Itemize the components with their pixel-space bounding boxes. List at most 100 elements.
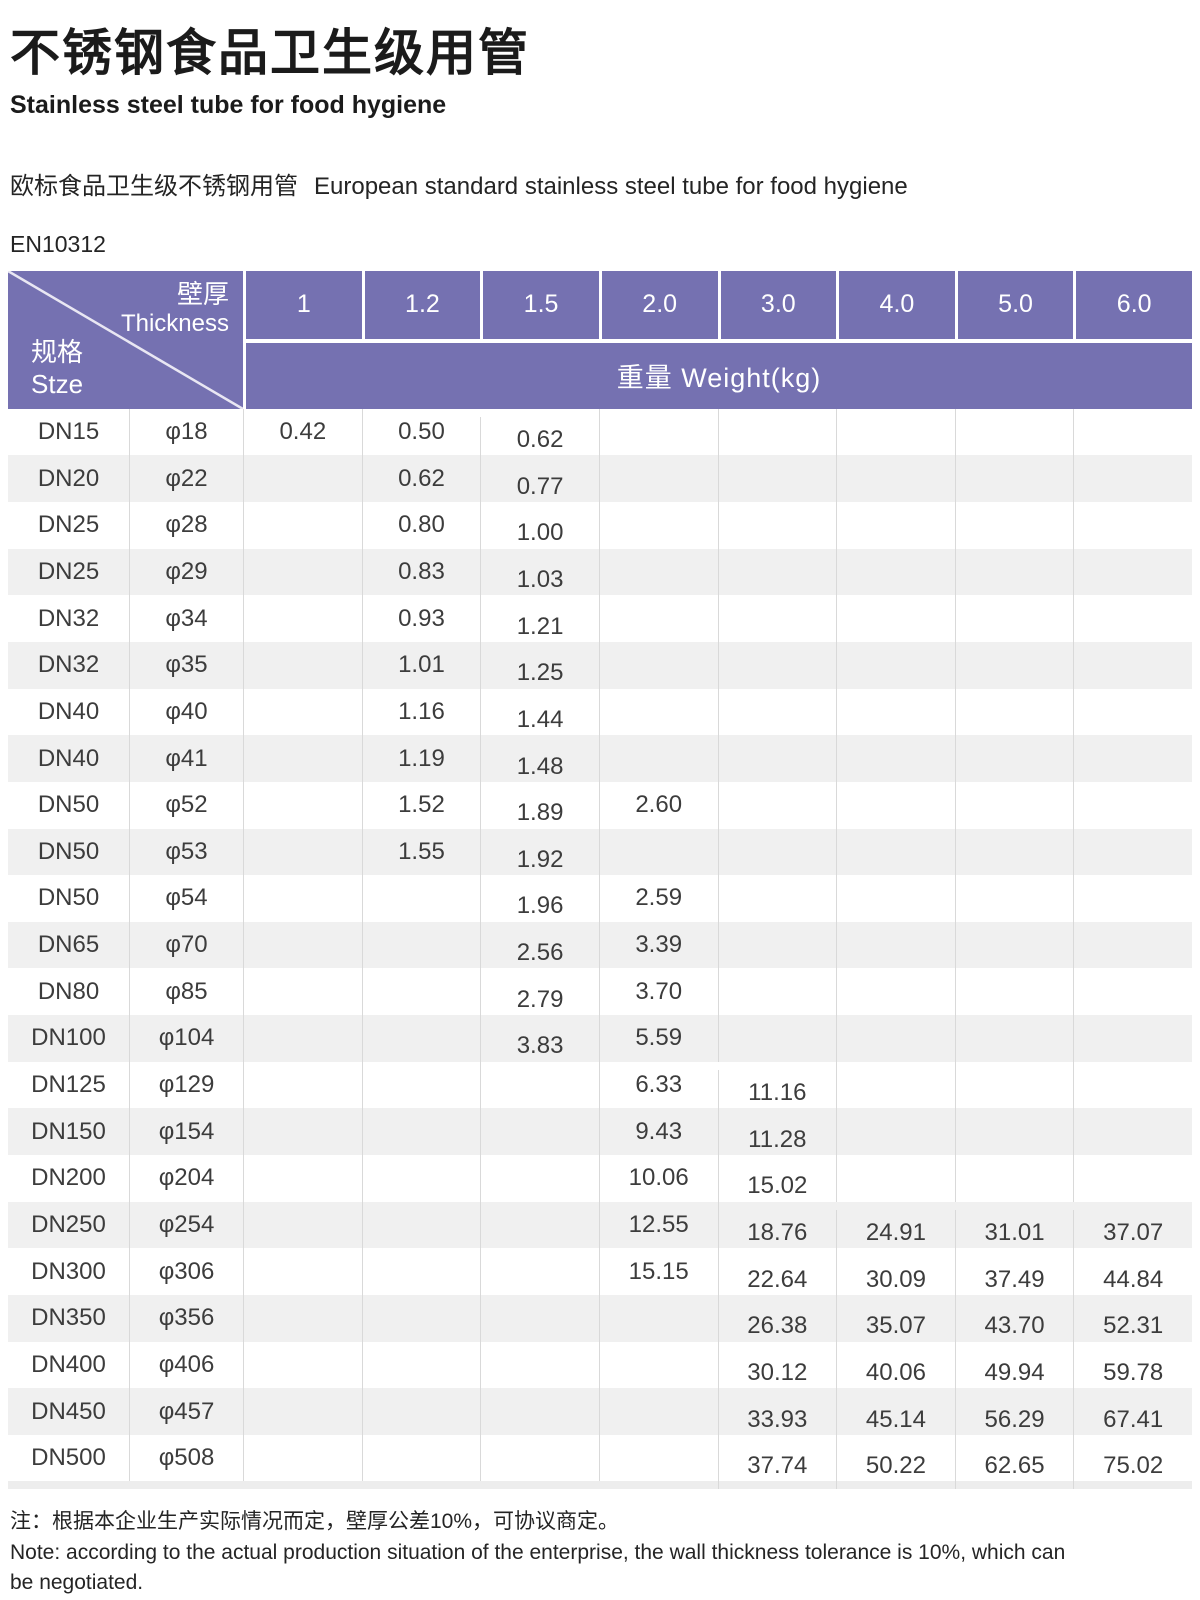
weight-cell xyxy=(480,1341,599,1389)
weight-cell: 2.60 xyxy=(598,781,718,829)
weight-cell xyxy=(1073,1108,1192,1155)
table-row: DN20 φ22 0.62 0.77 xyxy=(8,455,1192,511)
weight-cell xyxy=(361,1061,481,1109)
weight-cell xyxy=(361,921,481,969)
table-row: DN400 φ406 30.12 40.06 49.94 59.78 xyxy=(8,1341,1192,1397)
diameter-cell: φ52 xyxy=(129,781,243,829)
weight-cell xyxy=(836,455,955,503)
weight-cell: 44.84 xyxy=(1073,1256,1192,1303)
weight-cell: 49.94 xyxy=(954,1349,1074,1397)
table-row: DN25 φ28 0.80 1.00 xyxy=(8,502,1192,557)
weight-cell xyxy=(1073,921,1192,969)
weight-cell xyxy=(836,1108,955,1155)
weight-cell: 59.78 xyxy=(1073,1349,1192,1397)
page-title-en: Stainless steel tube for food hygiene xyxy=(10,91,447,119)
diameter-cell: φ18 xyxy=(129,408,243,456)
table-row: DN32 φ34 0.93 1.21 xyxy=(8,595,1192,650)
weight-cell xyxy=(598,641,718,689)
weight-cell: 0.77 xyxy=(480,463,599,511)
weight-cell xyxy=(1073,735,1192,782)
diameter-cell: φ406 xyxy=(129,1341,243,1389)
diameter-cell: φ34 xyxy=(129,595,243,642)
weight-cell xyxy=(954,1155,1074,1202)
table-row: DN40 φ40 1.16 1.44 xyxy=(8,688,1192,744)
weight-cell xyxy=(954,688,1074,736)
weight-cell xyxy=(243,641,362,689)
weight-cell xyxy=(243,595,362,642)
weight-cell xyxy=(243,548,362,596)
weight-cell xyxy=(243,1108,362,1155)
weight-cell xyxy=(954,921,1074,969)
table-row: DN350 φ356 26.38 35.07 43.70 52.31 xyxy=(8,1294,1192,1350)
weight-cell xyxy=(836,735,955,782)
weight-cell xyxy=(598,548,718,596)
size-cell: DN450 xyxy=(31,1397,106,1425)
weight-cell xyxy=(480,1388,599,1435)
diameter-cell: φ154 xyxy=(129,1108,243,1155)
weight-cell xyxy=(1073,875,1192,922)
weight-cell xyxy=(243,1341,362,1389)
size-cell: DN80 xyxy=(37,977,100,1005)
weight-cell: 3.83 xyxy=(480,1023,599,1070)
weight-cell: 30.12 xyxy=(717,1349,837,1397)
weight-cell xyxy=(598,1294,718,1342)
weight-cell xyxy=(954,502,1074,549)
corner-thickness-label: 壁厚 Thickness xyxy=(121,279,229,339)
table-corner-cell: 壁厚 Thickness 规格 Stze xyxy=(8,270,243,409)
size-cell: DN500 xyxy=(31,1444,106,1472)
size-cell: DN150 xyxy=(31,1117,106,1145)
size-cell: DN250 xyxy=(31,1210,106,1238)
diameter-cell: φ70 xyxy=(129,921,243,969)
weight-cell xyxy=(243,781,362,829)
thickness-header-row: 1 1.2 1.5 2.0 3.0 4.0 5.0 6.0 xyxy=(243,270,1192,339)
size-cell: DN50 xyxy=(37,837,100,865)
table-row: DN300 φ306 15.15 22.64 30.09 37.49 44.84 xyxy=(8,1248,1192,1303)
weight-cell xyxy=(361,1434,481,1482)
diameter-cell: φ28 xyxy=(129,502,243,549)
weight-cell xyxy=(836,548,955,596)
weight-cell: 1.52 xyxy=(361,781,481,829)
weight-cell xyxy=(954,781,1074,829)
weight-cell: 35.07 xyxy=(836,1302,955,1350)
weight-cell xyxy=(1073,781,1192,829)
weight-cell xyxy=(243,921,362,969)
weight-cell: 40.06 xyxy=(836,1349,955,1397)
table-row: DN500 φ508 37.74 50.22 62.65 75.02 xyxy=(8,1434,1192,1490)
weight-cell xyxy=(717,828,837,876)
table-row: DN25 φ29 0.83 1.03 xyxy=(8,548,1192,604)
weight-cell xyxy=(836,875,955,922)
thickness-col-header: 2.0 xyxy=(598,270,718,339)
weight-cell xyxy=(598,1434,718,1482)
thickness-col-header: 6.0 xyxy=(1073,270,1192,339)
size-cell: DN50 xyxy=(37,884,100,912)
weight-cell: 37.74 xyxy=(717,1442,837,1490)
size-label-cn: 规格 xyxy=(31,336,84,367)
weight-cell xyxy=(598,1341,718,1389)
diameter-cell: φ53 xyxy=(129,828,243,876)
weight-cell: 9.43 xyxy=(598,1108,718,1155)
weight-cell xyxy=(717,781,837,829)
weight-cell xyxy=(954,735,1074,782)
weight-cell xyxy=(954,968,1074,1016)
size-cell: DN15 xyxy=(37,418,100,446)
weight-cell: 1.03 xyxy=(480,556,599,604)
diameter-cell: φ356 xyxy=(129,1294,243,1342)
weight-cell xyxy=(1073,641,1192,689)
diameter-cell: φ508 xyxy=(129,1434,243,1482)
weight-cell xyxy=(1073,968,1192,1016)
weight-cell xyxy=(243,688,362,736)
note-cn: 注：根据本企业生产实际情况而定，壁厚公差10%，可协议商定。 xyxy=(10,1510,620,1534)
weight-cell: 5.59 xyxy=(598,1015,718,1062)
weight-cell: 33.93 xyxy=(717,1396,837,1443)
size-cell: DN100 xyxy=(31,1024,106,1052)
weight-cell xyxy=(361,968,481,1016)
weight-cell xyxy=(717,455,837,503)
weight-cell: 1.00 xyxy=(480,510,599,557)
weight-cell: 22.64 xyxy=(717,1256,837,1303)
table-row: DN15 φ18 0.42 0.50 0.62 xyxy=(8,408,1192,464)
weight-cell xyxy=(243,1248,362,1295)
note-en: Note: according to the actual production… xyxy=(10,1540,1066,1595)
diameter-cell: φ40 xyxy=(129,688,243,736)
weight-cell xyxy=(361,1248,481,1295)
weight-cell xyxy=(1073,455,1192,503)
